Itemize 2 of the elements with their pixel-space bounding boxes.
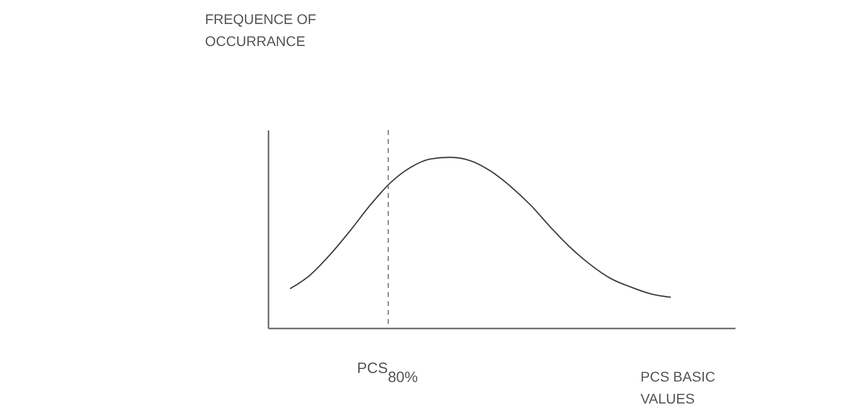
x-axis-title: PCS BASIC VALUES (640, 368, 716, 406)
text: FREQUENCE OF OCCURRANCE (205, 10, 318, 51)
